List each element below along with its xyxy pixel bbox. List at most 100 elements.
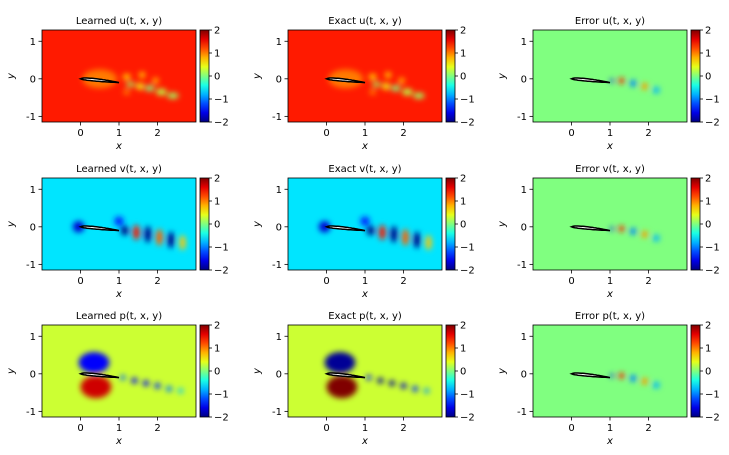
colorbar-tick-label: −2 (214, 413, 229, 424)
colorbar-tick-label: 1 (460, 49, 466, 60)
heatmap-field (42, 325, 196, 417)
flow-structure (132, 224, 140, 240)
heatmap-background (533, 30, 687, 122)
heatmap-background (288, 325, 442, 417)
flow-structure (144, 226, 152, 243)
y-tick-label: 0 (30, 222, 36, 233)
colorbar-tick-label: −2 (460, 413, 475, 424)
colorbar-tick-label: −1 (214, 390, 229, 401)
x-axis-label: x (606, 436, 613, 447)
flow-structure (122, 73, 131, 80)
x-axis-label: x (606, 289, 613, 300)
panel-u-learned: Learned u(t, x, y) 0 1 2 -1 0 1 x y 2 1 0 −1 −2 (6, 16, 229, 152)
y-tick-label: 0 (276, 74, 282, 85)
flow-structure (618, 372, 625, 379)
x-tick-label: 2 (400, 276, 406, 287)
flow-structure (123, 89, 130, 95)
flow-structure (652, 381, 660, 389)
heatmap-background (42, 30, 196, 122)
flow-structure (368, 73, 377, 80)
heatmap-field (288, 30, 442, 122)
flow-structure (114, 216, 124, 226)
y-tick-label: 0 (521, 74, 527, 85)
flow-structure (641, 82, 649, 90)
flow-structure (152, 77, 159, 84)
colorbar-tick-label: 2 (460, 174, 466, 185)
colorbar (199, 177, 210, 271)
flow-structure (326, 375, 358, 399)
colorbar-tick-label: 2 (705, 26, 711, 37)
y-tick-label: 0 (276, 369, 282, 380)
colorbar-tick-label: 2 (214, 321, 220, 332)
y-tick-label: 0 (276, 222, 282, 233)
y-tick-label: 1 (521, 185, 527, 196)
flow-structure (618, 77, 625, 84)
y-tick-label: -1 (272, 112, 282, 123)
colorbar (445, 324, 456, 418)
heatmap-field (288, 178, 442, 270)
y-tick-label: -1 (26, 112, 36, 123)
flow-structure (131, 377, 138, 384)
airfoil-shape (569, 77, 611, 84)
panel-p-exact: Exact p(t, x, y) 0 1 2 -1 0 1 x y 2 1 0 −1 −2 (252, 311, 475, 447)
y-tick-label: 1 (521, 332, 527, 343)
flow-structure (366, 225, 375, 236)
x-tick-label: 2 (154, 128, 160, 139)
flow-structure (400, 382, 407, 389)
flow-structure (120, 374, 126, 381)
colorbar-tick-label: −1 (705, 243, 720, 254)
x-axis-label: x (361, 436, 368, 447)
flow-structure (177, 388, 184, 394)
colorbar-tick-label: 0 (214, 72, 220, 83)
colorbar-tick-label: −1 (214, 95, 229, 106)
colorbar-tick-label: −1 (460, 390, 475, 401)
flow-structure (360, 216, 370, 226)
y-tick-label: -1 (517, 112, 527, 123)
panel-v-error: Error v(t, x, y) 0 1 2 -1 0 1 x y 2 1 0 −1 −2 (497, 164, 720, 300)
panel-p-error: Error p(t, x, y) 0 1 2 -1 0 1 x y 2 1 0 −1 −2 (497, 311, 720, 447)
flow-structure (167, 231, 175, 249)
colorbar-tick-label: −2 (460, 118, 475, 129)
flow-structure (610, 78, 614, 83)
x-tick-label: 1 (362, 423, 368, 434)
heatmap-field (288, 325, 442, 417)
panel-p-learned: Learned p(t, x, y) 0 1 2 -1 0 1 x y 2 1 0 −1 −2 (6, 311, 229, 447)
colorbar-tick-label: 0 (705, 367, 711, 378)
colorbar-tick-label: 1 (214, 344, 220, 355)
panel-title: Exact v(t, x, y) (328, 164, 401, 175)
colorbar-tick-label: −2 (705, 118, 720, 129)
x-tick-label: 0 (77, 128, 83, 139)
y-axis-label: y (497, 367, 508, 375)
panel-title: Learned u(t, x, y) (76, 16, 162, 27)
x-tick-label: 2 (154, 276, 160, 287)
colorbar-tick-label: 2 (214, 26, 220, 37)
flow-structure (423, 388, 430, 394)
airfoil-shape (324, 77, 366, 84)
colorbar-tick-label: −1 (705, 95, 720, 106)
y-axis-label: y (497, 72, 508, 80)
panel-title: Error u(t, x, y) (575, 16, 645, 27)
x-tick-label: 0 (323, 128, 329, 139)
colorbar (690, 29, 701, 123)
heatmap-field (533, 178, 687, 270)
panel-title: Error p(t, x, y) (575, 311, 645, 322)
y-axis-label: y (6, 367, 17, 375)
colorbar (690, 324, 701, 418)
y-tick-label: 1 (276, 37, 282, 48)
colorbar-tick-label: −1 (214, 243, 229, 254)
x-tick-label: 2 (400, 128, 406, 139)
x-tick-label: 0 (323, 423, 329, 434)
y-tick-label: -1 (517, 407, 527, 418)
flow-structure (411, 385, 419, 392)
y-tick-label: -1 (26, 407, 36, 418)
flow-structure (610, 373, 614, 378)
y-tick-label: 1 (30, 185, 36, 196)
flow-structure (382, 82, 391, 90)
x-tick-label: 0 (77, 423, 83, 434)
x-tick-label: 1 (362, 276, 368, 287)
flow-structure (385, 72, 392, 79)
flow-structure (155, 229, 163, 246)
flow-structure (388, 380, 396, 387)
flow-structure (629, 374, 637, 382)
y-tick-label: -1 (26, 260, 36, 271)
